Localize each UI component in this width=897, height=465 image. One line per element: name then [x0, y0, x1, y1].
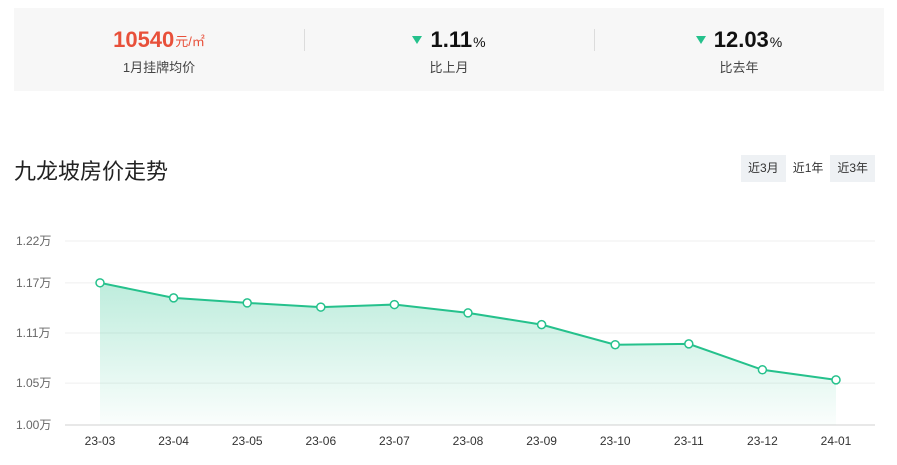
listing-price-unit: 元/㎡	[175, 34, 205, 49]
month-change-unit: %	[473, 34, 486, 50]
stat-month-change: 1.11 % 比上月	[304, 23, 594, 76]
stat-listing-price: 10540 元/㎡ 1月挂牌均价	[14, 23, 304, 76]
y-tick-label: 1.22万	[16, 234, 51, 248]
data-point[interactable]	[95, 278, 105, 288]
x-tick-label: 24-01	[821, 434, 852, 448]
x-tick-label: 23-04	[158, 434, 189, 448]
tab-1-year[interactable]: 近1年	[785, 155, 831, 182]
x-tick-label: 23-10	[600, 434, 631, 448]
year-change-unit: %	[769, 34, 783, 50]
stats-bar: 10540 元/㎡ 1月挂牌均价 1.11 % 比上月 12.03 % 比去年	[14, 8, 884, 91]
page-title: 九龙坡房价走势	[14, 159, 169, 184]
x-tick-label: 23-06	[305, 434, 336, 448]
price-area	[100, 282, 836, 425]
tab-3-years[interactable]: 近3年	[837, 161, 869, 175]
x-tick-label: 23-09	[526, 434, 557, 448]
month-change-value: 1.11	[430, 27, 473, 52]
data-point[interactable]	[242, 298, 252, 308]
x-tick-label: 23-05	[232, 434, 263, 448]
data-point[interactable]	[831, 375, 841, 385]
y-tick-label: 1.17万	[16, 276, 51, 290]
x-tick-label: 23-08	[453, 434, 484, 448]
year-change-value: 12.03	[713, 27, 769, 52]
y-tick-label: 1.11万	[16, 326, 50, 340]
data-point[interactable]	[168, 293, 179, 303]
data-point[interactable]	[610, 339, 620, 350]
x-tick-label: 23-07	[379, 434, 410, 448]
stat-year-change: 12.03 % 比去年	[594, 23, 884, 76]
x-tick-label: 23-03	[85, 434, 116, 448]
data-point[interactable]	[316, 302, 326, 312]
data-point[interactable]	[757, 365, 768, 375]
year-change-label: 比去年	[719, 60, 759, 75]
data-point[interactable]	[389, 299, 400, 310]
range-tabs: 近3月 近1年 近3年	[741, 155, 876, 182]
down-arrow-icon	[695, 36, 706, 44]
listing-price-value: 10540	[113, 27, 175, 52]
y-tick-label: 1.05万	[16, 376, 51, 390]
x-tick-label: 23-12	[747, 434, 778, 448]
y-tick-label: 1.00万	[16, 418, 51, 432]
month-change-label: 比上月	[429, 60, 469, 75]
tab-3-months[interactable]: 近3月	[748, 161, 779, 175]
price-trend-chart: 1.00万 1.05万 1.11万 1.17万 1.22万 23-03 23-04 23-0…	[16, 234, 875, 448]
down-arrow-icon	[412, 36, 423, 44]
data-point[interactable]	[536, 319, 547, 330]
listing-price-label: 1月挂牌均价	[122, 60, 196, 75]
data-point[interactable]	[463, 308, 473, 318]
data-point[interactable]	[684, 339, 694, 349]
x-tick-label: 23-11	[674, 434, 704, 448]
